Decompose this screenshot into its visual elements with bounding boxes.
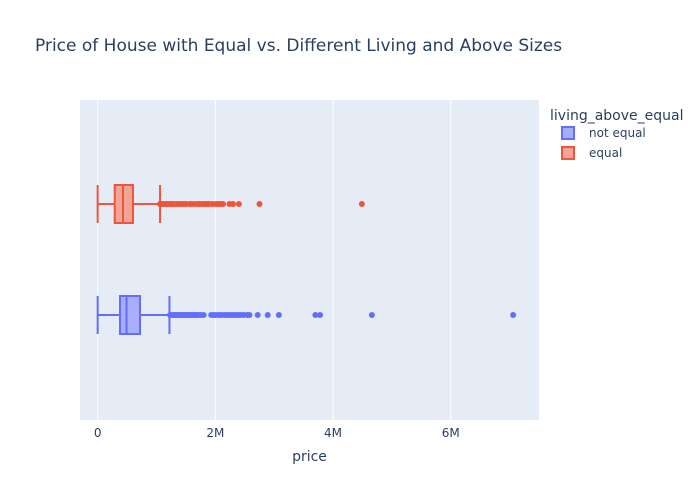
x-tick-label: 4M [324,426,342,440]
legend-swatch [561,146,575,160]
outlier-point [235,201,242,207]
outlier-point [312,312,319,318]
box-traces [96,184,517,335]
chart-title: Price of House with Equal vs. Different … [35,36,562,56]
outlier-point [510,312,517,318]
outlier-point [317,312,324,318]
box-iqr [119,295,142,335]
legend-label: not equal [589,126,646,140]
legend-item: equal [561,146,622,160]
outlier-point [200,312,207,318]
outlier-point [256,201,263,207]
legend-swatch [561,126,575,140]
outlier-point [368,312,375,318]
x-tick-label: 6M [442,426,460,440]
plot-area [80,100,539,420]
x-tick-label: 2M [206,426,224,440]
legend-title: living_above_equal [550,108,684,124]
x-gridlines [97,100,452,420]
x-axis-label: price [292,449,327,465]
x-tick-label: 0 [94,426,102,440]
outlier-point [219,201,226,207]
box-trace [96,184,365,224]
legend-item: not equal [561,126,646,140]
x-tick-labels: 0 2M 4M 6M [94,426,460,440]
outlier-point [230,201,236,207]
box-trace [96,295,517,335]
legend: living_above_equal not equal equal [550,108,684,160]
outlier-point [358,201,365,207]
legend-items: not equal equal [561,126,646,160]
outlier-point [275,312,282,318]
outlier-point [254,312,261,318]
outlier-point [246,312,253,318]
outlier-point [264,312,271,318]
legend-label: equal [589,146,622,160]
